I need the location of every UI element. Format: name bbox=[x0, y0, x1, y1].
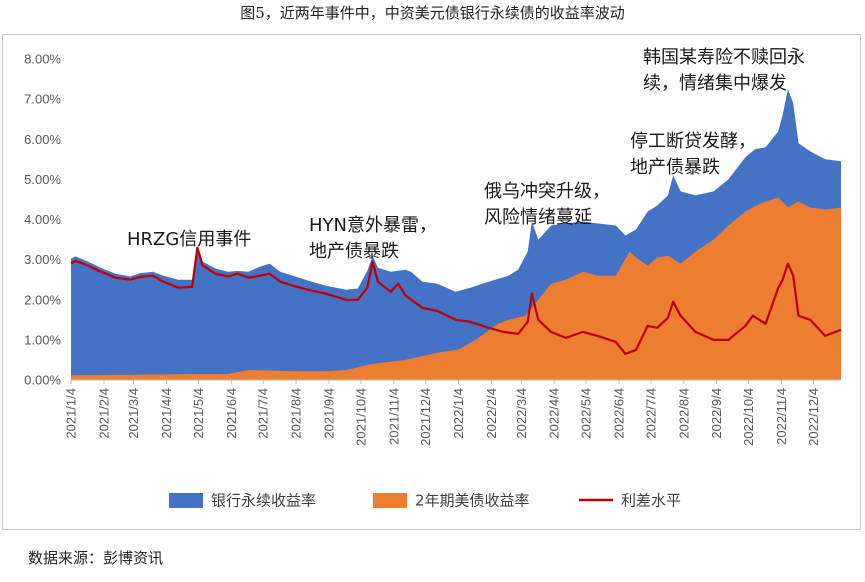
annotation-2-line-1: HYN意外暴雷， bbox=[309, 215, 437, 236]
x-tick-label: 2021/3/4 bbox=[126, 388, 141, 439]
annotation-4-line-2: 地产债暴跌 bbox=[630, 157, 720, 178]
x-tick-label: 2021/2/4 bbox=[96, 388, 111, 439]
annotation-1-line-1: HRZG信用事件 bbox=[127, 229, 251, 250]
x-tick-label: 2022/5/4 bbox=[579, 388, 594, 439]
x-tick-label: 2022/4/4 bbox=[547, 388, 562, 439]
x-tick-label: 2021/5/4 bbox=[191, 388, 206, 439]
annotation-3-line-1: 俄乌冲突升级， bbox=[484, 181, 610, 202]
x-axis-ticks: 2021/1/4 2021/2/4 2021/3/4 2021/4/4 2021/5/4… bbox=[64, 380, 821, 446]
x-tick-label: 2022/8/4 bbox=[676, 388, 691, 439]
x-tick-label: 2021/9/4 bbox=[322, 388, 337, 439]
x-tick-label: 2021/4/4 bbox=[159, 388, 174, 439]
series-3-line bbox=[70, 246, 842, 355]
x-tick-label: 2021/8/4 bbox=[289, 388, 304, 439]
legend-label-1: 银行永续收益率 bbox=[211, 492, 316, 510]
x-tick-label: 2022/2/4 bbox=[484, 388, 499, 439]
legend-label-2: 2年期美债收益率 bbox=[415, 492, 530, 510]
series-2-area bbox=[71, 197, 841, 380]
chart-title: 图5，近两年事件中，中资美元债银行永续债的收益率波动 bbox=[240, 4, 625, 22]
x-tick-label: 2022/9/4 bbox=[709, 388, 724, 439]
x-tick-label: 2022/1/4 bbox=[451, 388, 466, 439]
x-tick-label: 2022/7/4 bbox=[643, 388, 658, 439]
x-tick-label: 2021/7/4 bbox=[256, 388, 271, 439]
annotation-2-line-2: 地产债暴跌 bbox=[309, 241, 399, 262]
y-axis-ticks: 0.00% 1.00% 2.00% 3.00% 4.00% 5.00% 6.00% 7.00%… bbox=[24, 52, 61, 388]
y-tick-label: 7.00% bbox=[24, 92, 61, 107]
chart-svg: 0.00% 1.00% 2.00% 3.00% 4.00% 5.00% 6.00% 7.00%… bbox=[24, 47, 842, 510]
x-tick-label: 2021/1/4 bbox=[64, 388, 79, 439]
annotation-5-line-2: 续，情绪集中爆发 bbox=[643, 73, 787, 94]
y-tick-label: 3.00% bbox=[24, 252, 61, 267]
source-note: 数据来源：彭博资讯 bbox=[28, 549, 164, 567]
annotations: HRZG信用事件HYN意外暴雷，地产债暴跌俄乌冲突升级，风险情绪蔓延停工断贷发酵… bbox=[127, 47, 805, 262]
y-tick-label: 2.00% bbox=[24, 292, 61, 307]
annotation-4-line-1: 停工断贷发酵， bbox=[630, 131, 756, 152]
legend: 银行永续收益率 2年期美债收益率 利差水平 bbox=[169, 492, 681, 510]
legend-swatch-2 bbox=[373, 493, 407, 508]
y-tick-label: 6.00% bbox=[24, 132, 61, 147]
x-tick-label: 2021/6/4 bbox=[224, 388, 239, 439]
annotation-5-line-1: 韩国某寿险不赎回永 bbox=[643, 47, 805, 68]
x-tick-label: 2021/12/4 bbox=[418, 388, 433, 446]
legend-swatch-1 bbox=[169, 493, 203, 508]
x-tick-label: 2022/12/4 bbox=[806, 388, 821, 446]
y-tick-label: 5.00% bbox=[24, 172, 61, 187]
y-tick-label: 0.00% bbox=[24, 373, 61, 388]
y-tick-label: 8.00% bbox=[24, 52, 61, 67]
legend-label-3: 利差水平 bbox=[621, 492, 681, 510]
x-tick-label: 2021/10/4 bbox=[353, 388, 368, 446]
chart-frame: 0.00% 1.00% 2.00% 3.00% 4.00% 5.00% 6.00% 7.00%… bbox=[2, 34, 861, 530]
annotation-3-line-2: 风险情绪蔓延 bbox=[484, 207, 592, 228]
y-tick-label: 1.00% bbox=[24, 332, 61, 347]
x-tick-label: 2021/11/4 bbox=[386, 388, 401, 445]
x-tick-label: 2022/10/4 bbox=[741, 388, 756, 446]
y-tick-label: 4.00% bbox=[24, 212, 61, 227]
x-tick-label: 2022/6/4 bbox=[612, 388, 627, 439]
plot-area bbox=[70, 89, 842, 381]
x-tick-label: 2022/11/4 bbox=[774, 388, 789, 445]
x-tick-label: 2022/3/4 bbox=[514, 388, 529, 439]
